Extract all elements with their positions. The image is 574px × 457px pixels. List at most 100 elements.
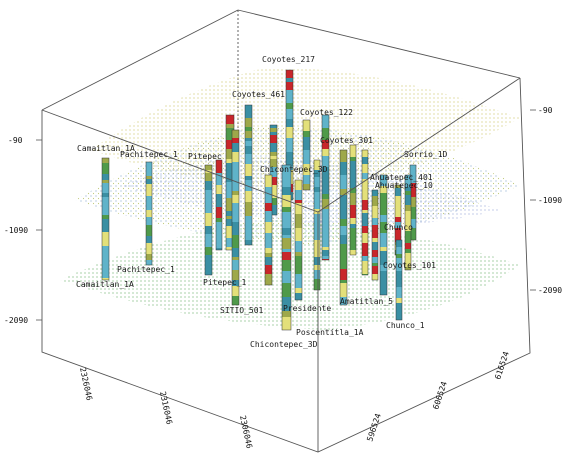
well-log-segment [314,214,320,228]
well-log-segment [314,199,320,209]
well-log-segment [362,256,368,261]
well-log-segment [226,140,234,149]
well-log-segment [270,128,277,132]
well-log-segment [282,228,291,235]
well-log-segment [245,224,252,232]
well-log-segment [265,274,272,285]
well-log-segment [322,199,329,209]
well-log-segment [102,278,109,280]
well-log-segment [270,163,277,167]
well-log-segment [232,195,239,203]
well-label: Chicontepec_3D [260,165,328,174]
well-log-segment [396,271,402,280]
well-log-segment [146,196,152,200]
well-log-segment [340,269,347,280]
well-log-segment [322,189,329,194]
well-log-segment [146,200,152,210]
well-log-segment [380,247,387,251]
well-log-segment [282,183,291,187]
well-log-outline [349,144,357,256]
well-log-segment [362,210,368,213]
well-log-segment [232,170,239,173]
well-log-outline [321,114,330,261]
well-log-segment [380,251,387,265]
well-log-segment [232,270,239,280]
well-log-segment [232,296,239,305]
cube-front-edges [41,77,531,453]
well-log-segment [270,159,277,163]
well-log-segment [226,190,234,198]
well-log-segment [265,253,272,257]
well-log-segment [282,317,291,330]
axis-ticks [36,109,536,321]
well-log-segment [146,243,152,254]
well-label: Ahuatepec_401 [370,173,433,182]
well-log-segment [314,228,320,240]
well-log-segment [340,207,347,219]
well-log-segment [405,267,411,270]
well-label: Pitepec_1 [203,278,247,287]
well-log-segment [265,265,272,274]
well-log-segment [314,279,320,290]
well-log-segment [205,247,212,255]
well-log-segment [395,222,401,228]
well-log-segment [314,265,320,270]
y-axis-labels: 596524 606524 616524 [365,350,511,442]
well-log-segment [380,215,387,222]
well-log-segment [396,254,402,258]
well-log-segment [282,249,291,252]
well-log-segment [303,131,310,137]
well-log-segment [322,176,329,179]
well-label: Camaitlan_1A [76,280,134,289]
well-log-segment [232,130,239,138]
y-tick-label: 606524 [431,380,449,410]
well-log-segment [146,162,152,170]
well-log-segment [102,256,109,261]
well-log-segment [295,288,302,293]
well-log-segment [372,190,378,196]
well-log-segment [405,217,411,231]
well-log-segment [270,185,277,198]
well-log-segment [405,253,411,267]
well-log-segment [286,90,293,93]
well-log-column [339,149,348,306]
well-log-segment [322,140,329,149]
well-log-segment [314,270,320,279]
well-log-segment [314,160,320,166]
well-log-segment [205,234,212,247]
well-log-segment [216,218,222,222]
well-log-segment [410,197,416,207]
well-log-segment [322,226,329,237]
well-log-segment [350,167,356,177]
well-log-segment [340,280,347,283]
well-label: Camaitlan_1A [77,144,135,153]
well-log-segment [216,194,222,207]
well-log-segment [405,205,411,211]
well-log-segment [395,217,401,222]
well-log-segment [232,181,239,191]
well-log-segment [350,145,356,157]
well-log-segment [322,149,329,156]
well-log-outline [281,164,292,331]
well-log-segment [410,165,416,175]
well-log-outline [302,119,311,191]
well-log-segment [226,226,234,238]
well-log-segment [295,274,302,288]
well-label: Coyotes_101 [383,261,436,270]
well-label: Coyotes_217 [262,55,315,64]
well-log-segment [245,127,252,131]
well-log-segment [362,169,368,173]
well-log-segment [146,236,152,243]
well-log-segment [396,240,402,247]
well-log-segment [362,274,368,275]
well-log-segment [362,173,368,179]
well-log-segment [322,135,329,140]
well-log-segment [303,150,310,164]
well-log-segment [245,240,252,245]
well-log-segment [226,238,234,247]
x-tick-label: 2306046 [238,415,254,450]
well-log-segment [270,171,277,177]
well-log-segment [362,186,368,197]
well-log-outline [395,239,403,321]
well-log-column [215,159,223,251]
